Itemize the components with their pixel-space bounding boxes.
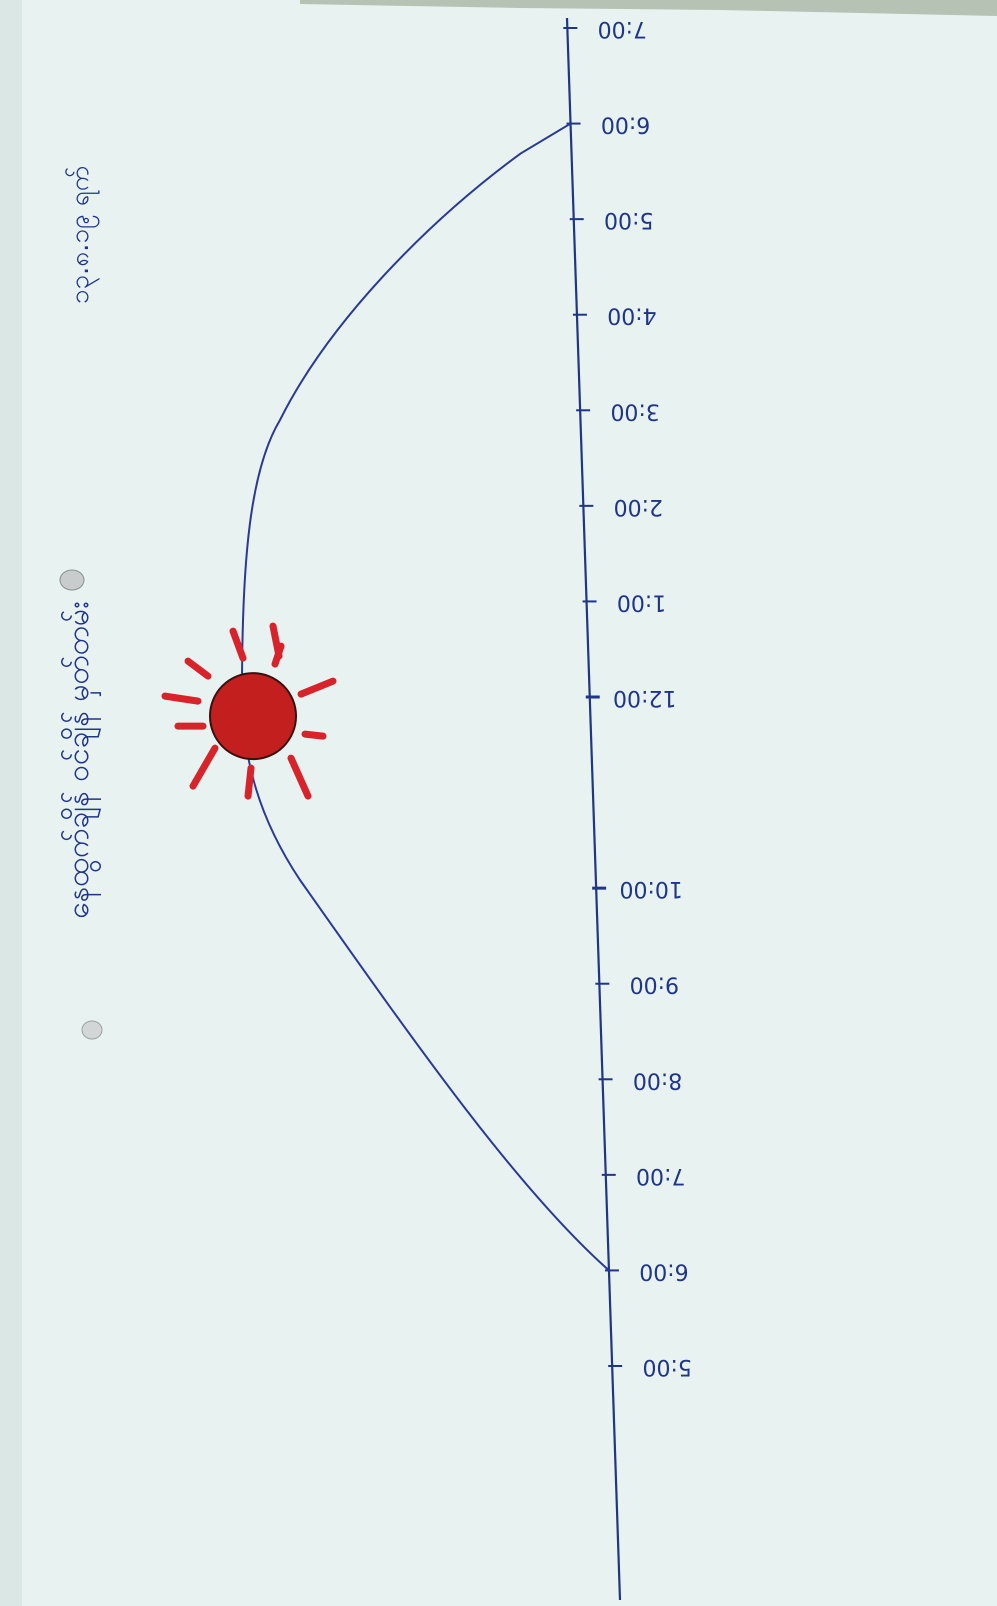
axis-tick-label: 5:00 xyxy=(642,1354,691,1379)
axis-tick-label: 1:00 xyxy=(617,589,666,614)
paper-top-shadow xyxy=(300,0,997,16)
axis-tick-label: 8:00 xyxy=(633,1067,682,1092)
pin-mark-icon xyxy=(81,1020,103,1040)
sun-ray xyxy=(229,627,247,662)
axis-tick-label: 12:00 xyxy=(613,685,676,710)
sun-ray xyxy=(244,764,255,800)
diagram-date: ၁၃.၈.၁၉ ရက် xyxy=(64,165,100,304)
sun-icon xyxy=(161,622,337,800)
sun-ray xyxy=(297,677,337,698)
axis-tick-label: 10:00 xyxy=(619,876,682,901)
paper-left-edge xyxy=(0,0,22,1606)
sun-ray xyxy=(184,657,212,680)
axis-tick-label: 3:00 xyxy=(610,398,659,423)
sun-ray xyxy=(161,692,202,705)
axis-tick-label: 6:00 xyxy=(601,112,650,137)
sun-disc xyxy=(209,672,297,761)
axis-tick-label: 7:00 xyxy=(636,1163,685,1188)
axis-tick-label: 4:00 xyxy=(607,303,656,328)
axis-tick-label: 9:00 xyxy=(630,972,679,997)
time-axis-line xyxy=(565,17,622,1601)
date-group: ၁၃.၈.၁၉ ရက် xyxy=(64,165,100,304)
axis-tick-label: 2:00 xyxy=(614,494,663,519)
sun-ray xyxy=(287,754,312,800)
sun-ray xyxy=(301,730,327,740)
axis-tick-label: 5:00 xyxy=(604,207,653,232)
diagram-title: နေထွက်ချိန် ဝင်ချိန် မှတ်တမ်း xyxy=(61,601,102,918)
title-group: နေထွက်ချိန် ဝင်ချိန် မှတ်တမ်း xyxy=(61,601,102,918)
sun-ray xyxy=(189,744,219,790)
axis-tick-label: 6:00 xyxy=(639,1258,688,1283)
axis-tick-label: 7:00 xyxy=(598,16,647,41)
sun-ray xyxy=(271,642,285,668)
time-axis-ticks: 5:00 6:00 7:00 8:00 9:00 10:00 12:00 1:00 2:00 3:… xyxy=(563,16,692,1379)
pin-mark-icon xyxy=(59,569,85,591)
